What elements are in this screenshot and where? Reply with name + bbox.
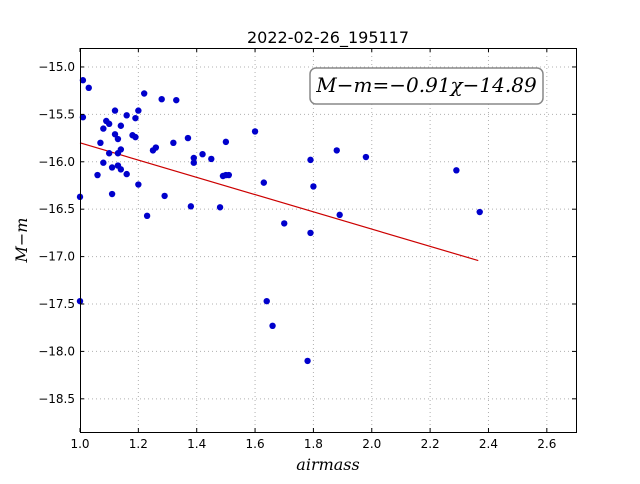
x-tick-label: 1.8	[304, 437, 323, 451]
y-tick-label: −18.5	[38, 392, 75, 406]
data-point	[152, 144, 160, 151]
y-tick-label: −18.0	[38, 344, 75, 358]
data-point	[476, 208, 483, 216]
y-tick-label: −15.0	[38, 60, 75, 74]
data-point	[143, 212, 151, 220]
data-point	[310, 183, 317, 190]
x-tick-label: 2.4	[479, 437, 498, 451]
data-point	[132, 133, 139, 141]
x-tick-label: 1.4	[187, 437, 206, 451]
data-point	[307, 229, 314, 237]
y-tick-label: −17.0	[38, 250, 75, 264]
chart-title: 2022-02-26_195117	[247, 28, 409, 48]
x-tick-label: 1.6	[246, 437, 265, 451]
data-point	[263, 297, 270, 305]
y-tick-label: −16.5	[38, 202, 75, 216]
y-tick-label: −15.5	[38, 107, 75, 121]
data-point	[269, 322, 276, 330]
data-point	[100, 125, 107, 132]
data-point	[208, 155, 215, 163]
data-point	[132, 114, 139, 122]
data-point	[135, 107, 142, 114]
x-tick-label: 1.2	[129, 437, 148, 451]
y-tick-label: −17.5	[38, 297, 75, 311]
data-point	[97, 139, 104, 147]
data-point	[135, 181, 142, 188]
y-tick-label: −16.0	[38, 155, 75, 169]
data-point	[170, 139, 177, 147]
data-points	[76, 77, 483, 365]
data-point	[94, 171, 101, 179]
data-point	[79, 114, 87, 121]
data-point	[85, 84, 92, 92]
data-point	[184, 134, 192, 142]
x-tick-label: 2.0	[362, 437, 381, 451]
data-point	[111, 107, 119, 114]
grid	[80, 48, 576, 432]
data-point	[117, 122, 125, 129]
data-point	[117, 166, 125, 173]
equation-box-frame	[309, 67, 544, 105]
data-point	[307, 156, 314, 164]
data-point	[199, 150, 206, 158]
fit-line-group	[79, 142, 479, 262]
data-point	[100, 159, 107, 166]
data-point	[173, 96, 180, 104]
data-point	[222, 138, 230, 146]
data-point	[114, 135, 122, 143]
data-point	[304, 357, 311, 365]
equation-box: M−m=−0.91χ−14.89	[309, 67, 544, 105]
data-point	[140, 90, 148, 97]
data-point	[336, 211, 343, 219]
data-point	[158, 96, 165, 103]
x-tick-label: 2.2	[421, 437, 440, 451]
fit-line	[79, 142, 479, 262]
axis-ticks: 1.0 1.2 1.4 1.6 1.8 2.0 2.2 2.4 2.6 −15.0 −15.5 −16…	[38, 48, 576, 451]
data-point	[251, 128, 259, 135]
data-point	[108, 164, 116, 171]
data-point	[216, 204, 224, 211]
data-point	[362, 153, 370, 161]
data-point	[187, 203, 195, 210]
data-point	[225, 171, 232, 179]
y-axis-label: M−m	[12, 218, 31, 264]
data-point	[190, 154, 197, 162]
data-point	[281, 220, 288, 227]
data-point	[123, 170, 130, 178]
fit-equation: M−m=−0.91χ−14.89	[315, 73, 537, 97]
data-point	[260, 179, 268, 186]
data-point	[161, 192, 168, 200]
data-point	[105, 150, 113, 157]
data-point	[123, 112, 130, 119]
x-tick-label: 2.6	[537, 437, 556, 451]
plot-frame	[80, 48, 577, 433]
data-point	[190, 159, 197, 166]
data-point	[453, 167, 460, 174]
data-point	[108, 190, 116, 198]
x-tick-label: 1.0	[70, 437, 89, 451]
data-point	[79, 77, 87, 84]
data-point	[117, 146, 125, 153]
x-axis-label: airmass	[296, 455, 359, 474]
data-point	[105, 120, 113, 128]
data-point	[333, 147, 340, 154]
data-point	[111, 131, 119, 138]
